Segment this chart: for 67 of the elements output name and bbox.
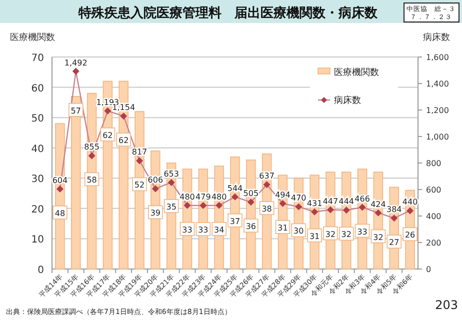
data-label: 544 — [227, 184, 243, 193]
data-label: 479 — [196, 192, 211, 202]
data-label: 653 — [164, 169, 179, 178]
data-label: 38 — [262, 204, 272, 214]
y2-tick-label: 400 — [426, 212, 442, 221]
data-label: 32 — [325, 230, 336, 239]
y-tick-label: 10 — [31, 234, 44, 246]
y2-tick-label: 1,400 — [426, 80, 449, 88]
data-label: 33 — [198, 226, 208, 235]
data-label: 33 — [357, 227, 368, 236]
data-label: 31 — [309, 232, 320, 241]
data-label: 48 — [54, 208, 66, 218]
data-label: 37 — [230, 216, 240, 226]
data-label: 35 — [166, 202, 176, 212]
data-label: 30 — [294, 226, 304, 236]
y2-tick-label: 1,000 — [426, 132, 449, 142]
data-label: 32 — [373, 232, 384, 242]
data-label: 444 — [338, 197, 354, 206]
data-label: 480 — [211, 192, 227, 202]
data-label: 32 — [341, 230, 352, 240]
y2-tick-label: 800 — [426, 159, 442, 168]
data-label: 39 — [150, 208, 161, 218]
data-label: 855 — [84, 142, 100, 152]
data-label: 36 — [246, 222, 256, 232]
data-label: 26 — [404, 230, 416, 240]
data-label: 52 — [134, 180, 145, 190]
data-label: 34 — [214, 225, 224, 234]
data-label: 424 — [370, 200, 386, 209]
y2-tick-label: 0 — [426, 265, 432, 274]
y2-tick-label: 200 — [426, 238, 442, 248]
data-label: 817 — [132, 148, 148, 157]
data-label: 606 — [148, 176, 164, 185]
data-label: 604 — [52, 176, 68, 185]
data-label: 33 — [182, 225, 192, 234]
data-label: 1,492 — [64, 58, 88, 68]
data-label: 466 — [354, 194, 370, 204]
y-tick-label: 30 — [31, 174, 44, 186]
data-label: 57 — [70, 106, 81, 116]
y-tick-label: 70 — [31, 53, 44, 64]
chart-title: 特殊疾患入院医療管理料 届出医療機関数・病床数 — [78, 5, 378, 21]
y-axis-title: 医療機関数 — [10, 32, 55, 43]
legend-label: 病床数 — [334, 95, 361, 106]
y2-tick-label: 1,600 — [426, 53, 449, 62]
y2-axis-title: 病床数 — [423, 32, 450, 43]
y2-tick-label: 600 — [426, 186, 442, 194]
data-label: 31 — [278, 224, 288, 233]
data-label: 470 — [291, 194, 306, 203]
data-label: 447 — [322, 196, 338, 206]
y2-tick-label: 1,200 — [426, 106, 449, 115]
data-label: 62 — [118, 136, 129, 146]
data-label: 58 — [86, 176, 97, 185]
y-tick-label: 20 — [31, 204, 44, 216]
y-tick-label: 40 — [31, 144, 44, 155]
data-label: 637 — [259, 172, 274, 181]
text: 203 — [435, 298, 458, 312]
y-tick-label: 50 — [31, 114, 44, 125]
data-label: 27 — [389, 238, 400, 248]
data-label: 494 — [275, 190, 290, 200]
data-label: 480 — [180, 192, 195, 202]
data-label: 440 — [402, 198, 418, 207]
y-tick-label: 60 — [31, 83, 44, 94]
data-label: 62 — [102, 130, 113, 140]
y-tick-label: 0 — [38, 265, 44, 276]
legend-label: 医療機関数 — [334, 67, 379, 78]
data-label: 431 — [306, 198, 322, 208]
data-label: 505 — [243, 189, 259, 198]
data-label: 384 — [386, 205, 402, 214]
